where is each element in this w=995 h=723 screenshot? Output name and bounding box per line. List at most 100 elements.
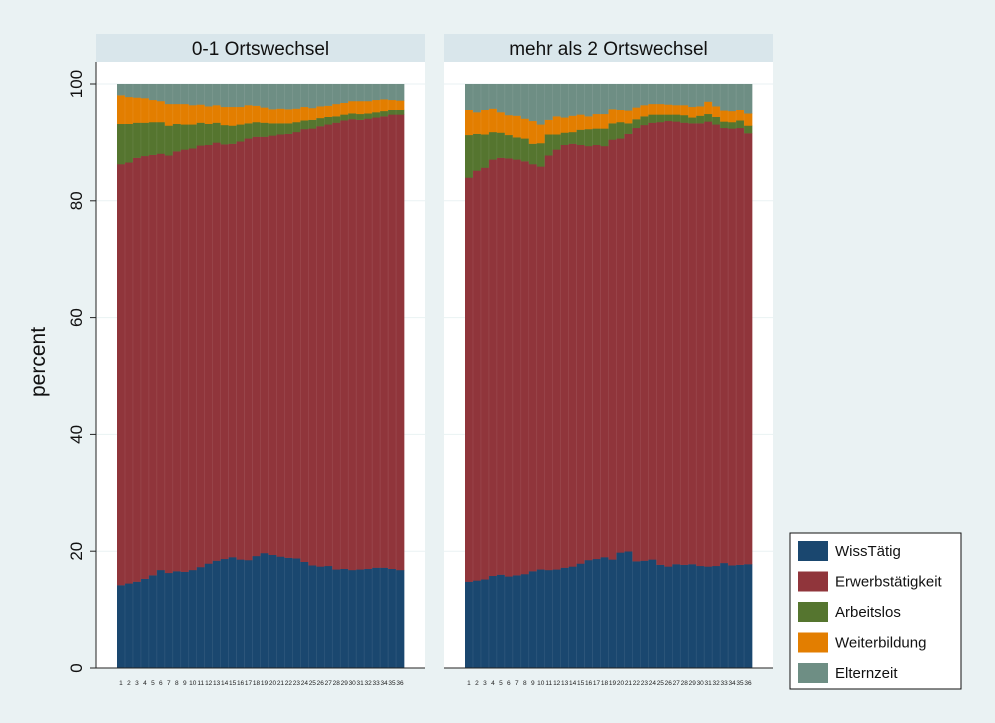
bar-segment xyxy=(520,573,530,669)
bar-segment xyxy=(188,148,198,571)
bar-segment xyxy=(188,84,198,106)
bar-segment xyxy=(544,119,554,135)
x-tick-label: 28 xyxy=(333,680,341,687)
bar-segment xyxy=(324,105,333,118)
x-tick-label: 26 xyxy=(665,680,673,687)
bar-segment xyxy=(616,84,625,110)
bar-segment xyxy=(744,84,753,114)
bar-segment xyxy=(164,103,174,126)
panel-title: 0-1 Ortswechsel xyxy=(192,39,329,60)
x-tick-label: 6 xyxy=(159,680,163,687)
bar-segment xyxy=(504,114,514,136)
x-tick-label: 28 xyxy=(681,680,689,687)
bar-segment xyxy=(744,125,753,134)
bar-segment xyxy=(480,84,490,110)
bar-segment xyxy=(117,164,126,586)
bar-segment xyxy=(252,136,261,557)
bar-segment xyxy=(212,560,221,669)
bar-segment xyxy=(600,84,609,115)
bar-segment xyxy=(720,110,729,122)
bar-segment xyxy=(712,565,721,669)
bar-segment xyxy=(696,106,705,116)
bar-segment xyxy=(388,109,397,115)
bar-segment xyxy=(172,123,182,152)
bar-segment xyxy=(236,106,245,125)
bar-segment xyxy=(744,133,753,565)
bar-segment xyxy=(728,121,737,129)
bar-segment xyxy=(117,585,126,669)
x-tick-label: 13 xyxy=(561,680,569,687)
bar-segment xyxy=(364,84,373,102)
bar-segment xyxy=(656,121,665,565)
bar-segment xyxy=(552,84,562,117)
bar-segment xyxy=(356,100,365,115)
bar-segment xyxy=(244,559,253,669)
bar-segment xyxy=(268,84,277,110)
bar-segment xyxy=(348,113,357,120)
bar-segment xyxy=(584,116,593,130)
bar-segment xyxy=(504,576,514,669)
bar-segment xyxy=(252,555,261,669)
bar-segment xyxy=(156,153,166,571)
bar-segment xyxy=(244,105,253,124)
bar-segment xyxy=(696,115,705,124)
bar-segment xyxy=(132,157,142,582)
bar-segment xyxy=(696,123,705,567)
x-tick-label: 35 xyxy=(736,680,744,687)
bar-segment xyxy=(536,124,546,144)
bar-segment xyxy=(688,564,697,669)
bar-segment xyxy=(140,84,150,99)
bar-segment xyxy=(568,84,577,116)
bar-segment xyxy=(488,131,498,160)
bar-segment xyxy=(465,177,474,582)
x-tick-label: 20 xyxy=(269,680,277,687)
legend-label: WissTätig xyxy=(835,543,901,560)
bar-segment xyxy=(292,558,301,669)
x-tick-label: 1 xyxy=(119,680,123,687)
bar-segment xyxy=(704,101,713,115)
bar-segment xyxy=(204,123,214,146)
y-axis-title: percent xyxy=(27,327,50,397)
bar-segment xyxy=(568,566,577,669)
bar-segment xyxy=(276,108,285,124)
bar-segment xyxy=(340,114,349,121)
bar-segment xyxy=(640,124,649,561)
bar-segment xyxy=(268,123,277,136)
bar-segment xyxy=(396,114,405,571)
y-tick-label: 80 xyxy=(67,191,86,210)
bar-segment xyxy=(640,105,649,117)
bar-segment xyxy=(380,116,389,568)
bar-segment xyxy=(688,106,697,118)
bar-segment xyxy=(220,124,229,145)
bar-segment xyxy=(465,84,474,110)
bar-segment xyxy=(308,565,317,669)
bar-segment xyxy=(284,84,293,110)
y-tick-label: 100 xyxy=(67,70,86,98)
bar-segment xyxy=(372,117,381,568)
bar-segment xyxy=(552,569,562,669)
y-tick-label: 40 xyxy=(67,425,86,444)
bar-segment xyxy=(124,96,134,125)
bar-segment xyxy=(624,123,633,134)
bar-segment xyxy=(228,143,237,558)
bar-segment xyxy=(632,561,641,669)
bar-segment xyxy=(148,84,158,101)
bar-segment xyxy=(156,121,166,154)
bar-segment xyxy=(528,571,538,669)
bar-segment xyxy=(736,84,745,110)
bar-segment xyxy=(284,109,293,124)
bar-segment xyxy=(356,569,365,669)
x-tick-label: 17 xyxy=(245,680,253,687)
x-tick-label: 19 xyxy=(261,680,269,687)
x-tick-label: 10 xyxy=(189,680,197,687)
legend-swatch xyxy=(798,571,828,592)
bar-segment xyxy=(496,574,506,669)
legend-label: Elternzeit xyxy=(835,665,898,682)
x-tick-label: 7 xyxy=(167,680,171,687)
bar-segment xyxy=(244,84,253,106)
bar-segment xyxy=(332,84,341,105)
bar-segment xyxy=(228,106,237,126)
x-tick-label: 5 xyxy=(499,680,503,687)
bar-segment xyxy=(260,122,269,137)
bar-segment xyxy=(276,134,285,557)
